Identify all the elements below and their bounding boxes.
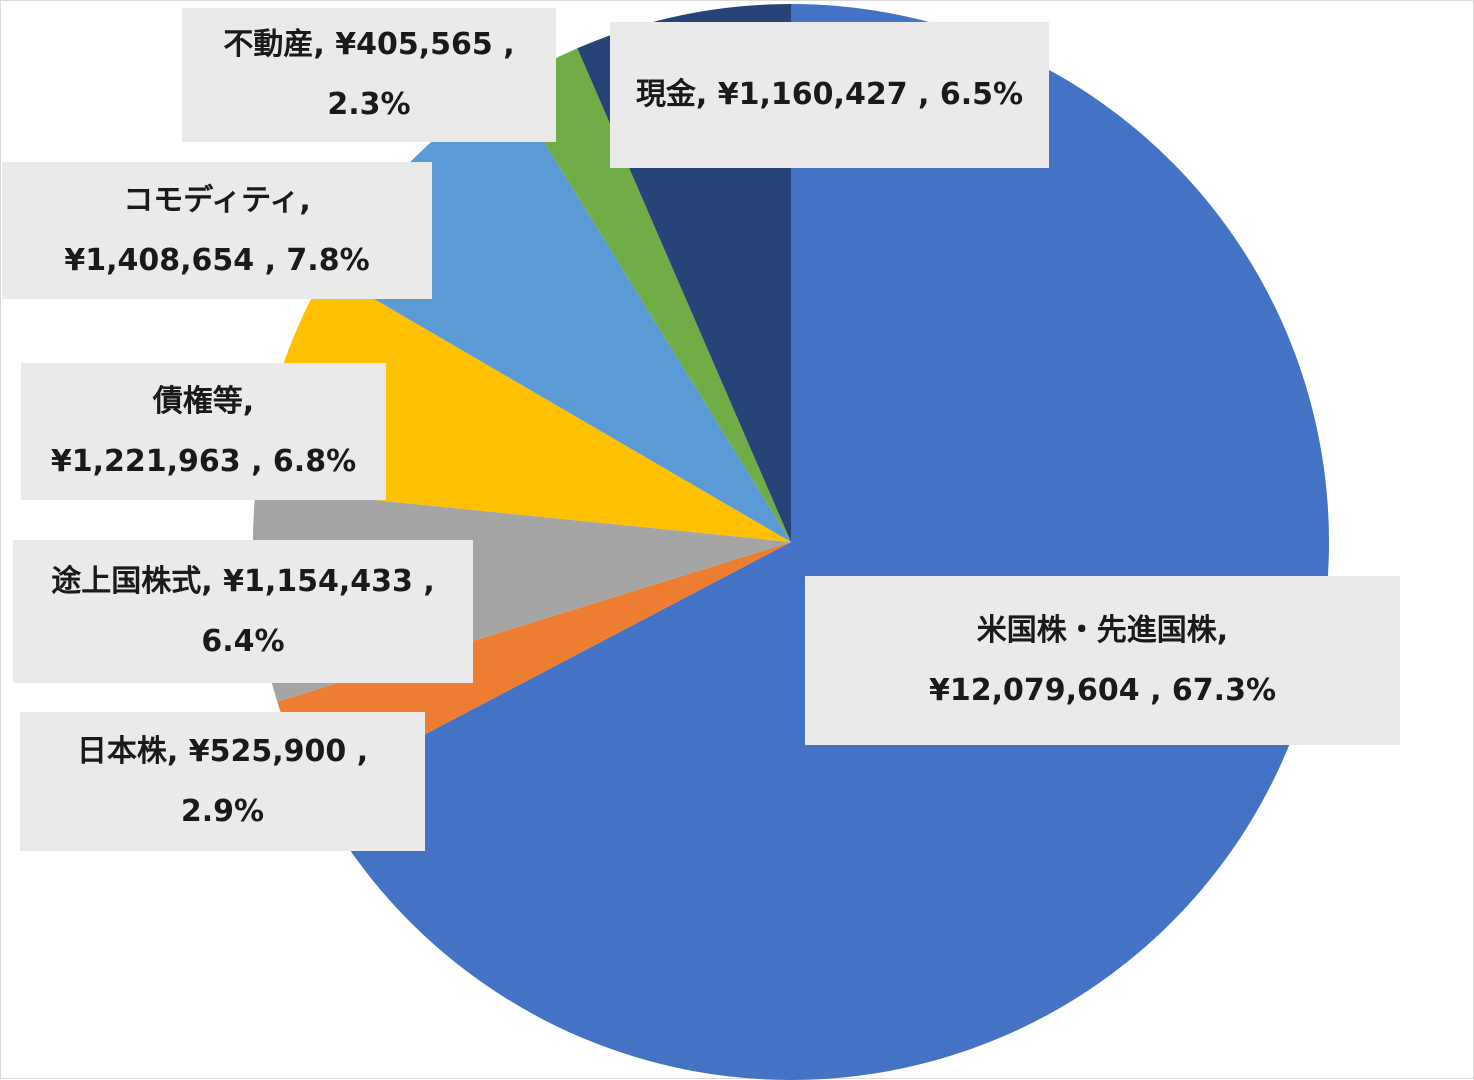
data-label-line: 日本株, ¥525,900 , [76, 733, 369, 769]
data-label-line: 現金, ¥1,160,427 , 6.5% [635, 77, 1024, 112]
data-label-3: 債権等, ¥1,221,963 , 6.8% [21, 363, 386, 500]
data-label-line: コモディティ, [123, 182, 311, 218]
data-label-2: 途上国株式, ¥1,154,433 , 6.4% [13, 540, 473, 683]
pie-slice-4 [326, 84, 791, 542]
data-label-line: 米国株・先進国株, [976, 612, 1229, 648]
data-label-line: 債権等, [152, 383, 255, 419]
pie-slice-5 [508, 48, 791, 542]
data-label-line: ¥1,408,654 , 7.8% [64, 242, 370, 278]
data-label-0: 米国株・先進国株, ¥12,079,604 , 67.3% [805, 576, 1400, 745]
data-label-line: 2.9% [180, 793, 265, 829]
pie-slice-3 [255, 271, 792, 542]
pie-slice-0 [314, 3, 1330, 1080]
data-label-line: 6.4% [201, 623, 285, 659]
data-label-line: ¥12,079,604 , 67.3% [928, 672, 1277, 708]
data-label-line: ¥1,221,963 , 6.8% [50, 443, 357, 479]
data-label-5: 不動産, ¥405,565 , 2.3% [182, 8, 556, 142]
data-label-4: コモディティ, ¥1,408,654 , 7.8% [2, 162, 432, 299]
data-label-line: 2.3% [327, 87, 411, 122]
data-label-line: 不動産, ¥405,565 , [223, 27, 515, 62]
data-label-6: 現金, ¥1,160,427 , 6.5% [610, 22, 1049, 168]
data-label-line: 途上国株式, ¥1,154,433 , [51, 563, 435, 599]
data-label-1: 日本株, ¥525,900 , 2.9% [20, 712, 425, 851]
